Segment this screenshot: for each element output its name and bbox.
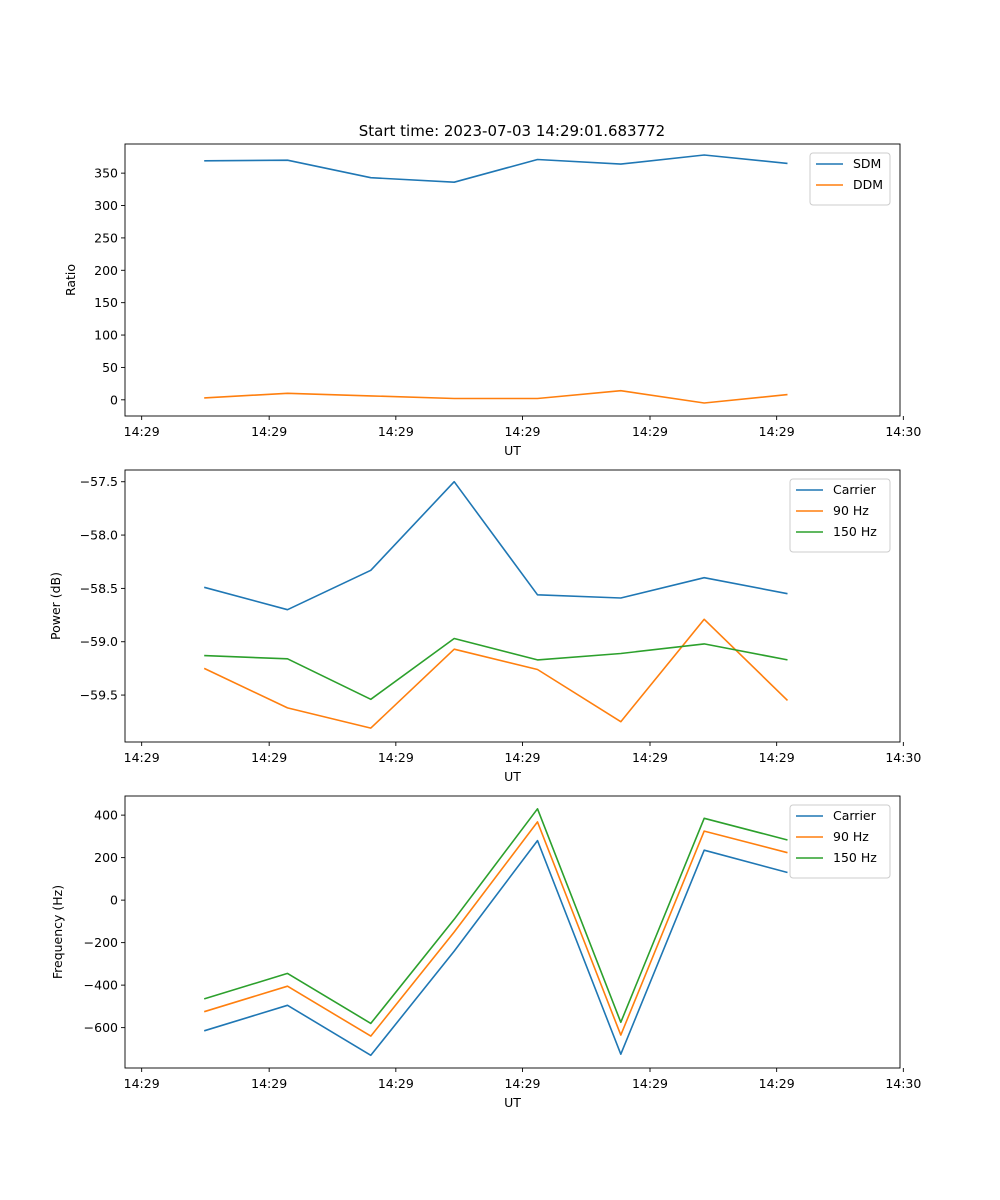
y-tick-label: 200	[94, 263, 118, 278]
legend-entry: 90 Hz	[833, 503, 869, 518]
series-line-sdm	[204, 154, 788, 183]
series-line-ddm	[204, 389, 788, 404]
x-tick-label: 14:29	[378, 750, 414, 765]
subplot-3: 14:29 14:29 14:29 14:29 14:29 14:29 14:30 −600 −…	[50, 795, 921, 1110]
y-tick-label: −57.5	[80, 474, 118, 489]
y-tick-label: 400	[94, 808, 118, 823]
x-tick-label: 14:29	[632, 750, 668, 765]
x-tick-label: 14:29	[251, 1076, 287, 1091]
x-tick-label: 14:29	[504, 750, 540, 765]
legend-entry: 150 Hz	[833, 850, 877, 865]
subplot-2: 14:29 14:29 14:29 14:29 14:29 14:29 14:30 −59.5…	[48, 469, 921, 784]
y-tick-label: 150	[94, 295, 118, 310]
subplot-1: 14:29 14:29 14:29 14:29 14:29 14:29 14:30 0 50 10…	[63, 143, 921, 458]
y-tick-label: −58.5	[80, 581, 118, 596]
x-axis-label: UT	[504, 1095, 521, 1110]
legend: SDM DDM	[809, 152, 891, 206]
legend-entry: 90 Hz	[833, 829, 869, 844]
y-tick-label: −59.0	[80, 634, 118, 649]
y-tick-label: 200	[94, 850, 118, 865]
series-line-150-hz	[203, 807, 788, 1025]
y-tick-label: 0	[110, 893, 118, 908]
series-line-carrier	[203, 480, 788, 611]
legend-box	[789, 804, 891, 879]
legend-entry: SDM	[853, 156, 881, 171]
x-tick-label: 14:30	[885, 1076, 921, 1091]
series-line-90-hz	[203, 618, 789, 729]
x-tick-label: 14:30	[885, 750, 921, 765]
x-tick-label: 14:29	[124, 424, 160, 439]
legend-box	[809, 152, 891, 206]
y-tick-label: 100	[94, 328, 118, 343]
y-tick-label: −58.0	[80, 528, 118, 543]
x-tick-label: 14:29	[759, 424, 795, 439]
x-tick-label: 14:29	[504, 1076, 540, 1091]
axes-frame	[124, 143, 901, 417]
x-tick-label: 14:29	[632, 424, 668, 439]
y-axis-label: Frequency (Hz)	[50, 885, 65, 979]
x-tick-label: 14:29	[251, 750, 287, 765]
x-tick-label: 14:30	[885, 424, 921, 439]
x-tick-label: 14:29	[124, 750, 160, 765]
y-tick-label: 250	[94, 230, 118, 245]
series-line-90-hz	[203, 821, 788, 1037]
y-tick-label: 300	[94, 198, 118, 213]
series-line-150-hz	[204, 637, 788, 701]
x-axis-label: UT	[504, 443, 521, 458]
x-tick-label: 14:29	[378, 1076, 414, 1091]
legend-entry: Carrier	[833, 482, 877, 497]
axes-frame	[124, 469, 901, 743]
legend-box	[789, 478, 891, 553]
legend: Carrier 90 Hz 150 Hz	[789, 478, 891, 553]
y-tick-label: 50	[102, 360, 118, 375]
x-tick-label: 14:29	[759, 1076, 795, 1091]
x-tick-label: 14:29	[378, 424, 414, 439]
x-tick-label: 14:29	[632, 1076, 668, 1091]
x-axis-label: UT	[504, 769, 521, 784]
y-tick-label: −200	[84, 935, 118, 950]
legend-entry: Carrier	[833, 808, 877, 823]
legend-entry: DDM	[853, 177, 883, 192]
x-tick-label: 14:29	[124, 1076, 160, 1091]
x-tick-label: 14:29	[759, 750, 795, 765]
y-axis-label: Ratio	[63, 264, 78, 296]
figure-title: Start time: 2023-07-03 14:29:01.683772	[359, 122, 665, 140]
y-tick-label: −400	[84, 978, 118, 993]
y-axis-label: Power (dB)	[48, 572, 63, 640]
x-tick-label: 14:29	[504, 424, 540, 439]
x-tick-label: 14:29	[251, 424, 287, 439]
subplots: 14:29 14:29 14:29 14:29 14:29 14:29 14:30 0 50 10…	[48, 143, 921, 1110]
legend-entry: 150 Hz	[833, 524, 877, 539]
y-tick-label: 350	[94, 166, 118, 181]
y-tick-label: −600	[84, 1020, 118, 1035]
series-line-carrier	[203, 839, 788, 1057]
axes-frame	[124, 795, 901, 1069]
y-tick-label: −59.5	[80, 688, 118, 703]
y-tick-label: 0	[110, 392, 118, 407]
legend: Carrier 90 Hz 150 Hz	[789, 804, 891, 879]
